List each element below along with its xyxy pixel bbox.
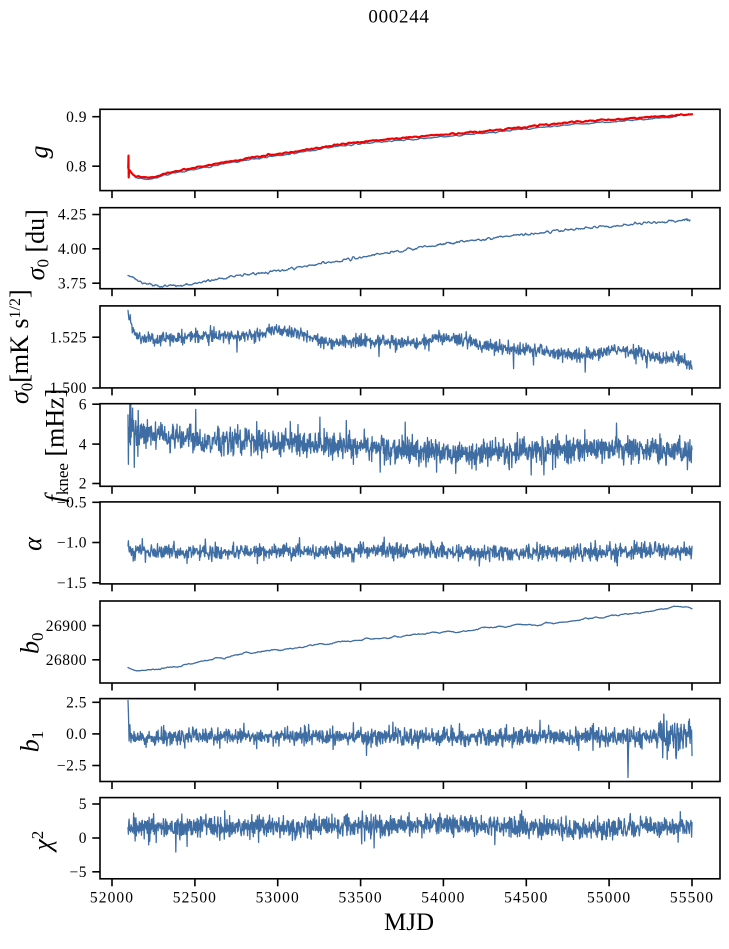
svg-text:55000: 55000 xyxy=(587,890,631,907)
svg-text:χ2: χ2 xyxy=(28,831,57,854)
svg-text:4.00: 4.00 xyxy=(58,241,87,258)
svg-text:−0.5: −0.5 xyxy=(57,495,87,512)
svg-text:4: 4 xyxy=(79,436,87,453)
svg-text:fknee [mHz]: fknee [mHz] xyxy=(41,389,73,503)
svg-text:−1.0: −1.0 xyxy=(57,535,87,552)
svg-text:000244: 000244 xyxy=(368,6,429,27)
svg-text:53000: 53000 xyxy=(256,890,300,907)
svg-text:σ0[mK s1/2]: σ0[mK s1/2] xyxy=(5,289,37,404)
svg-text:54000: 54000 xyxy=(421,890,465,907)
svg-text:53500: 53500 xyxy=(338,890,382,907)
svg-text:26800: 26800 xyxy=(46,652,87,669)
svg-text:0.9: 0.9 xyxy=(66,109,87,126)
svg-text:26900: 26900 xyxy=(46,618,87,635)
svg-text:−1.5: −1.5 xyxy=(57,575,87,592)
svg-text:55500: 55500 xyxy=(670,890,714,907)
svg-text:0.0: 0.0 xyxy=(66,726,87,743)
svg-text:5: 5 xyxy=(79,796,87,813)
svg-text:3.75: 3.75 xyxy=(58,275,87,292)
svg-text:b0: b0 xyxy=(16,633,48,655)
svg-text:α: α xyxy=(18,536,47,551)
svg-text:54500: 54500 xyxy=(504,890,548,907)
svg-text:4.25: 4.25 xyxy=(58,207,87,224)
svg-text:b1: b1 xyxy=(16,731,48,753)
svg-text:1.500: 1.500 xyxy=(50,380,87,397)
svg-text:MJD: MJD xyxy=(384,909,434,936)
svg-text:σ0 [du]: σ0 [du] xyxy=(21,209,53,280)
svg-text:1.525: 1.525 xyxy=(50,329,87,346)
svg-text:−2.5: −2.5 xyxy=(57,758,87,775)
svg-text:0.8: 0.8 xyxy=(66,158,87,175)
svg-text:52500: 52500 xyxy=(173,890,217,907)
svg-text:−5: −5 xyxy=(70,864,88,881)
svg-text:0: 0 xyxy=(79,830,87,847)
svg-text:g: g xyxy=(25,146,54,159)
svg-text:6: 6 xyxy=(79,396,87,413)
svg-text:2.5: 2.5 xyxy=(66,695,87,712)
svg-text:2: 2 xyxy=(79,476,87,493)
svg-text:52000: 52000 xyxy=(90,890,134,907)
